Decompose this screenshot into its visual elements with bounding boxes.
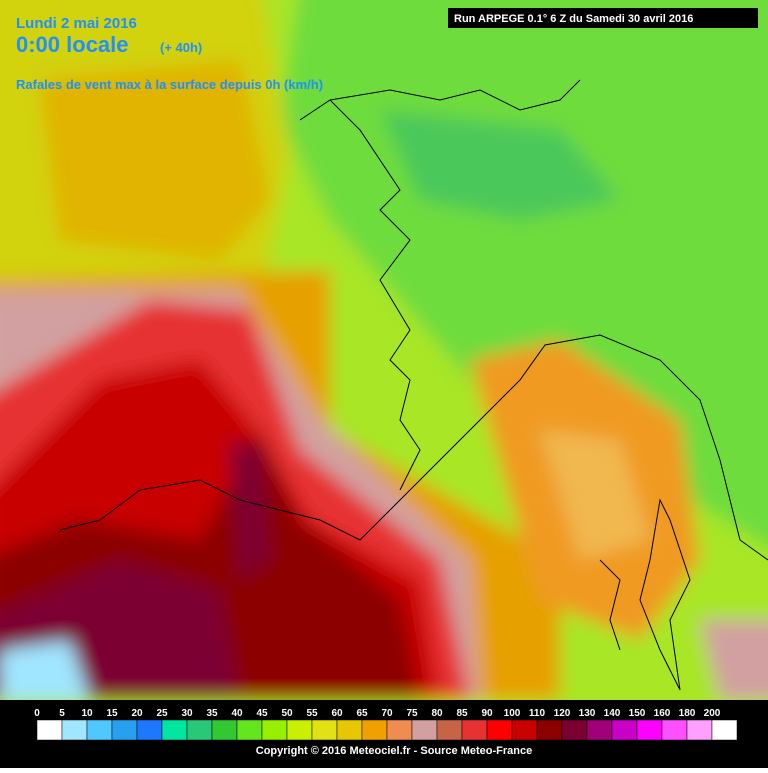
legend: 0 5 10 15 20 25 30 35 40 45 50 55 60 65 70 75 80 85 90 100 1…	[34, 708, 738, 741]
legend-label: 85	[456, 708, 468, 719]
legend-swatch	[236, 719, 263, 741]
legend-label: 50	[281, 708, 293, 719]
legend-label: 80	[431, 708, 443, 719]
legend-swatch	[461, 719, 488, 741]
legend-swatch	[336, 719, 363, 741]
legend-label: 35	[206, 708, 218, 719]
legend-swatch	[211, 719, 238, 741]
legend-label: 110	[529, 708, 546, 719]
lead-time: (+ 40h)	[160, 40, 202, 55]
legend-label: 180	[679, 708, 696, 719]
legend-label: 55	[306, 708, 318, 719]
legend-label: 100	[504, 708, 521, 719]
legend-swatch	[111, 719, 138, 741]
legend-swatch	[86, 719, 113, 741]
legend-label: 30	[181, 708, 193, 719]
legend-label: 20	[131, 708, 143, 719]
legend-label: 5	[59, 708, 65, 719]
legend-label: 160	[654, 708, 671, 719]
map-time: 0:00 locale	[16, 32, 129, 57]
legend-swatch	[686, 719, 713, 741]
legend-swatch	[186, 719, 213, 741]
legend-label: 15	[106, 708, 118, 719]
legend-swatch	[261, 719, 288, 741]
legend-swatch	[561, 719, 588, 741]
legend-label: 60	[331, 708, 343, 719]
copyright: Copyright © 2016 Meteociel.fr - Source M…	[256, 745, 532, 757]
borders	[59, 79, 768, 691]
legend-label: 25	[156, 708, 168, 719]
legend-label: 0	[34, 708, 40, 719]
legend-swatch	[311, 719, 338, 741]
legend-label: 75	[406, 708, 418, 719]
legend-swatch	[411, 719, 438, 741]
legend-swatch	[511, 719, 538, 741]
legend-label: 45	[256, 708, 268, 719]
legend-label: 70	[381, 708, 393, 719]
legend-label: 140	[604, 708, 621, 719]
legend-swatch	[136, 719, 163, 741]
legend-label: 200	[704, 708, 721, 719]
legend-label: 150	[629, 708, 646, 719]
run-info: Run ARPEGE 0.1° 6 Z du Samedi 30 avril 2…	[454, 13, 693, 25]
legend-label: 130	[579, 708, 596, 719]
legend-swatch	[486, 719, 513, 741]
legend-label: 40	[231, 708, 243, 719]
run-box	[448, 8, 758, 28]
legend-label: 10	[81, 708, 93, 719]
legend-swatch	[611, 719, 638, 741]
legend-label: 65	[356, 708, 368, 719]
legend-swatch	[636, 719, 663, 741]
map-date: Lundi 2 mai 2016	[16, 15, 137, 32]
legend-swatch	[436, 719, 463, 741]
legend-swatch	[661, 719, 688, 741]
legend-swatch	[61, 719, 88, 741]
legend-label: 120	[554, 708, 571, 719]
header: Lundi 2 mai 2016 0:00 locale (+ 40h) Raf…	[16, 8, 758, 92]
legend-swatch	[36, 719, 63, 741]
legend-swatch	[711, 719, 738, 741]
legend-swatch	[361, 719, 388, 741]
legend-swatch	[536, 719, 563, 741]
legend-swatch	[586, 719, 613, 741]
legend-swatch	[286, 719, 313, 741]
legend-swatch	[161, 719, 188, 741]
legend-label: 90	[481, 708, 493, 719]
legend-swatch	[386, 719, 413, 741]
parameter: Rafales de vent max à la surface depuis …	[16, 77, 323, 92]
